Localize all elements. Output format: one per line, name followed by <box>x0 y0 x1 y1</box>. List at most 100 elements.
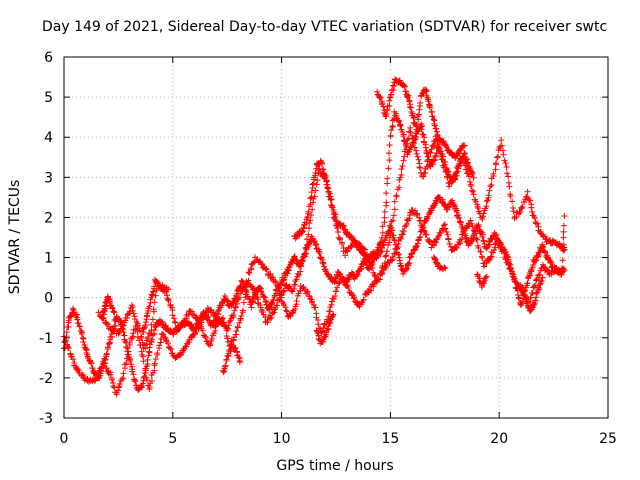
data-point <box>100 311 107 318</box>
data-point <box>406 259 413 266</box>
data-point <box>533 290 540 297</box>
data-point <box>417 164 424 171</box>
data-point <box>340 226 347 233</box>
data-point <box>399 162 406 169</box>
data-point <box>63 329 70 336</box>
data-point <box>226 318 233 325</box>
data-point <box>162 335 169 342</box>
data-point <box>282 304 289 311</box>
data-point <box>224 335 231 342</box>
data-point <box>99 315 106 322</box>
data-point <box>165 286 172 293</box>
data-point <box>222 323 229 330</box>
data-point <box>263 266 270 273</box>
data-point <box>531 215 538 222</box>
data-point <box>293 297 300 304</box>
data-point <box>334 284 341 291</box>
data-point <box>487 183 494 190</box>
data-point <box>541 248 548 255</box>
data-point <box>267 304 274 311</box>
data-point <box>121 361 128 368</box>
data-point <box>116 381 123 388</box>
data-point <box>408 144 415 151</box>
data-point <box>475 244 482 251</box>
data-point <box>534 220 541 227</box>
data-point <box>446 240 453 247</box>
data-point <box>432 125 439 132</box>
data-point <box>382 263 389 270</box>
data-point <box>490 249 497 256</box>
data-point <box>391 206 398 213</box>
data-point <box>385 242 392 249</box>
data-point <box>466 178 473 185</box>
data-point <box>322 267 329 274</box>
y-tick-label: -2 <box>39 371 53 387</box>
data-point <box>523 194 530 201</box>
data-point <box>560 247 567 254</box>
data-point <box>309 181 316 188</box>
data-point <box>338 241 345 248</box>
data-point <box>411 114 418 121</box>
data-point <box>389 123 396 130</box>
data-point <box>409 139 416 146</box>
data-point <box>498 142 505 149</box>
data-point <box>488 181 495 188</box>
data-point <box>404 265 411 272</box>
data-point <box>129 333 136 340</box>
data-point <box>416 214 423 221</box>
data-point <box>202 334 209 341</box>
data-point <box>173 327 180 334</box>
data-point <box>281 287 288 294</box>
data-point <box>431 122 438 129</box>
data-point <box>110 383 117 390</box>
data-point <box>307 217 314 224</box>
data-point <box>537 280 544 287</box>
data-point <box>381 208 388 215</box>
data-point <box>305 231 312 238</box>
data-point <box>286 311 293 318</box>
data-point <box>330 295 337 302</box>
data-point <box>471 230 478 237</box>
data-point <box>480 263 487 270</box>
data-point <box>511 275 518 282</box>
data-point <box>432 152 439 159</box>
data-point <box>330 311 337 318</box>
data-point <box>148 327 155 334</box>
data-point <box>314 177 321 184</box>
data-point <box>134 322 141 329</box>
data-point <box>495 242 502 249</box>
data-point <box>80 338 87 345</box>
data-point <box>379 223 386 230</box>
data-point <box>142 367 149 374</box>
data-point <box>383 110 390 117</box>
data-point <box>307 201 314 208</box>
data-point <box>320 166 327 173</box>
data-point <box>507 193 514 200</box>
data-point <box>469 170 476 177</box>
data-point <box>234 300 241 307</box>
data-point <box>400 157 407 164</box>
data-point <box>494 153 501 160</box>
data-point <box>543 238 550 245</box>
data-point <box>65 345 72 352</box>
data-point <box>440 222 447 229</box>
data-point <box>151 299 158 306</box>
data-point <box>147 296 154 303</box>
data-point <box>527 294 534 301</box>
data-point <box>485 238 492 245</box>
data-point <box>88 360 95 367</box>
data-point <box>462 227 469 234</box>
data-point <box>178 323 185 330</box>
data-point <box>107 371 114 378</box>
data-point <box>517 209 524 216</box>
data-point <box>200 315 207 322</box>
data-point <box>442 265 449 272</box>
data-point <box>241 284 248 291</box>
data-point <box>139 380 146 387</box>
data-point <box>532 257 539 264</box>
data-point <box>561 246 568 253</box>
data-point <box>147 330 154 337</box>
data-point <box>396 254 403 261</box>
data-point <box>407 104 414 111</box>
